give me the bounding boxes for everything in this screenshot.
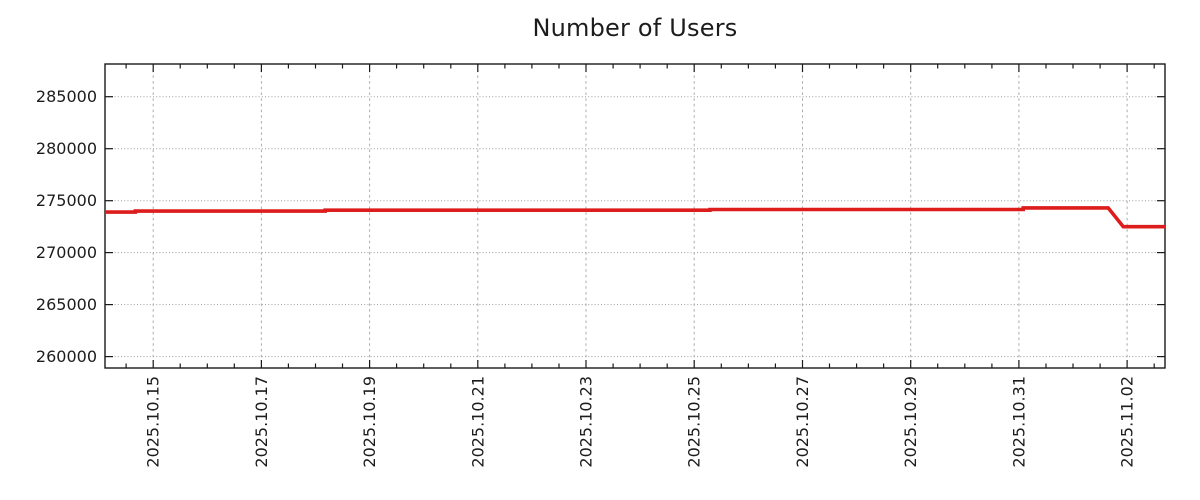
y-tick-label: 280000 xyxy=(36,139,97,158)
x-tick-label: 2025.10.15 xyxy=(144,376,163,468)
x-tick-label: 2025.10.23 xyxy=(577,376,596,468)
y-tick-label: 265000 xyxy=(36,295,97,314)
x-tick-label: 2025.11.02 xyxy=(1118,376,1137,468)
series-line-users xyxy=(105,206,1165,229)
y-tick-label: 270000 xyxy=(36,243,97,262)
x-tick-label: 2025.10.25 xyxy=(685,376,704,468)
y-tick-label: 260000 xyxy=(36,347,97,366)
y-tick-label: 275000 xyxy=(36,191,97,210)
plot-border xyxy=(104,63,1166,369)
axis-ticks xyxy=(105,64,1165,368)
x-tick-label: 2025.10.27 xyxy=(793,376,812,468)
x-tick-label: 2025.10.17 xyxy=(252,376,271,468)
gridlines xyxy=(105,64,1165,368)
x-tick-label: 2025.10.19 xyxy=(360,376,379,468)
x-tick-label: 2025.10.29 xyxy=(901,376,920,468)
chart-title: Number of Users xyxy=(532,14,738,42)
x-tick-label: 2025.10.31 xyxy=(1009,376,1028,468)
y-tick-label: 285000 xyxy=(36,87,97,106)
x-tick-label: 2025.10.21 xyxy=(468,376,487,468)
